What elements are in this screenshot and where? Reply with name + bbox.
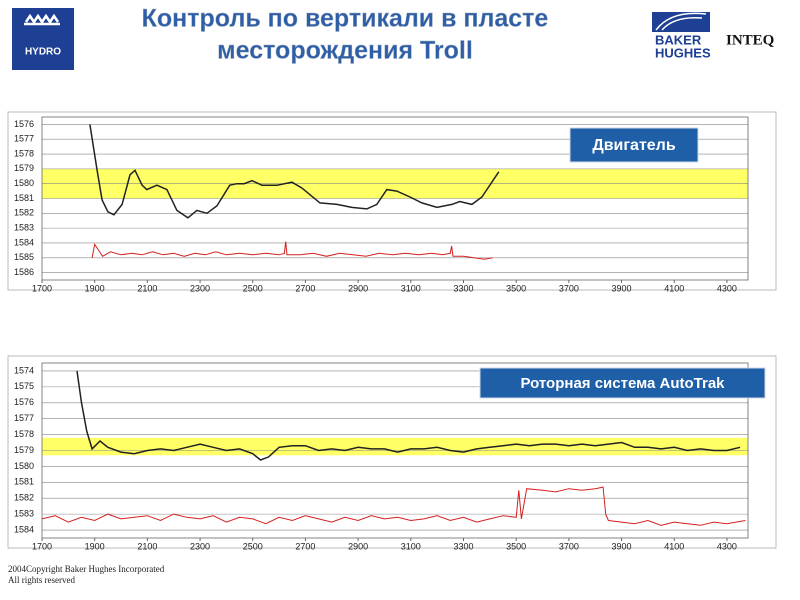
x-tick-label: 3900 bbox=[612, 283, 632, 293]
x-tick-label: 2100 bbox=[137, 541, 157, 551]
y-tick-label: 1577 bbox=[14, 413, 34, 423]
y-tick-label: 1574 bbox=[14, 365, 34, 375]
x-tick-label: 3500 bbox=[506, 283, 526, 293]
x-tick-label: 4300 bbox=[717, 541, 737, 551]
y-tick-label: 1580 bbox=[14, 178, 34, 188]
plot-area bbox=[41, 362, 749, 539]
y-tick-label: 1576 bbox=[14, 397, 34, 407]
footer: 2004Copyright Baker Hughes Incorporated bbox=[8, 564, 165, 574]
y-tick-label: 1582 bbox=[14, 493, 34, 503]
x-tick-label: 2500 bbox=[243, 283, 263, 293]
y-tick-label: 1576 bbox=[14, 119, 34, 129]
annotation-box bbox=[479, 367, 766, 399]
x-tick-label: 3100 bbox=[401, 283, 421, 293]
x-tick-label: 2900 bbox=[348, 283, 368, 293]
plot-area bbox=[41, 116, 749, 281]
logo-text: BAKER bbox=[655, 32, 702, 47]
x-tick-label: 2300 bbox=[190, 283, 210, 293]
y-tick-label: 1579 bbox=[14, 163, 34, 173]
logo-text: INTEQ bbox=[726, 32, 775, 48]
series-line bbox=[76, 370, 741, 461]
logo-text: HUGHES bbox=[655, 45, 711, 60]
x-tick-label: 1900 bbox=[85, 541, 105, 551]
footer: All rights reserved bbox=[8, 575, 75, 585]
x-tick-label: 2700 bbox=[295, 541, 315, 551]
y-tick-label: 1581 bbox=[14, 193, 34, 203]
x-tick-label: 2100 bbox=[137, 283, 157, 293]
hydro-mark bbox=[24, 13, 60, 26]
x-tick-label: 1700 bbox=[32, 541, 52, 551]
x-tick-label: 4100 bbox=[664, 541, 684, 551]
y-tick-label: 1581 bbox=[14, 477, 34, 487]
annotation: Роторная система AutoTrak bbox=[520, 375, 725, 392]
title-line: Контроль по вертикали в пласте bbox=[142, 5, 549, 33]
baker-mark bbox=[652, 12, 710, 32]
y-tick-label: 1584 bbox=[14, 237, 34, 247]
x-tick-label: 3300 bbox=[453, 283, 473, 293]
x-tick-label: 3700 bbox=[559, 541, 579, 551]
y-tick-label: 1583 bbox=[14, 509, 34, 519]
x-tick-label: 2300 bbox=[190, 541, 210, 551]
y-tick-label: 1583 bbox=[14, 223, 34, 233]
y-tick-label: 1578 bbox=[14, 148, 34, 158]
x-tick-label: 3700 bbox=[559, 283, 579, 293]
x-tick-label: 4300 bbox=[717, 283, 737, 293]
y-tick-label: 1578 bbox=[14, 429, 34, 439]
target-band bbox=[42, 437, 748, 456]
baker-mark-lines bbox=[655, 12, 707, 31]
annotation: Двигатель bbox=[592, 137, 676, 154]
series-line bbox=[89, 124, 500, 219]
x-tick-label: 3300 bbox=[453, 541, 473, 551]
x-tick-label: 2900 bbox=[348, 541, 368, 551]
annotation-box bbox=[569, 127, 699, 163]
x-tick-label: 1900 bbox=[85, 283, 105, 293]
x-tick-label: 2700 bbox=[295, 283, 315, 293]
x-tick-label: 3500 bbox=[506, 541, 526, 551]
y-tick-label: 1582 bbox=[14, 208, 34, 218]
x-tick-label: 2500 bbox=[243, 541, 263, 551]
y-tick-label: 1585 bbox=[14, 252, 34, 262]
title-line: месторождения Troll bbox=[217, 37, 473, 65]
series-line bbox=[41, 486, 746, 526]
x-tick-label: 3900 bbox=[612, 541, 632, 551]
y-tick-label: 1575 bbox=[14, 381, 34, 391]
x-tick-label: 4100 bbox=[664, 283, 684, 293]
series-line bbox=[91, 241, 493, 260]
y-tick-label: 1586 bbox=[14, 267, 34, 277]
y-tick-label: 1584 bbox=[14, 524, 34, 534]
y-tick-label: 1580 bbox=[14, 461, 34, 471]
y-tick-label: 1579 bbox=[14, 445, 34, 455]
hydro-text: HYDRO bbox=[25, 47, 61, 58]
x-tick-label: 3100 bbox=[401, 541, 421, 551]
y-tick-label: 1577 bbox=[14, 134, 34, 144]
x-tick-label: 1700 bbox=[32, 283, 52, 293]
hydro-logo bbox=[12, 8, 74, 70]
